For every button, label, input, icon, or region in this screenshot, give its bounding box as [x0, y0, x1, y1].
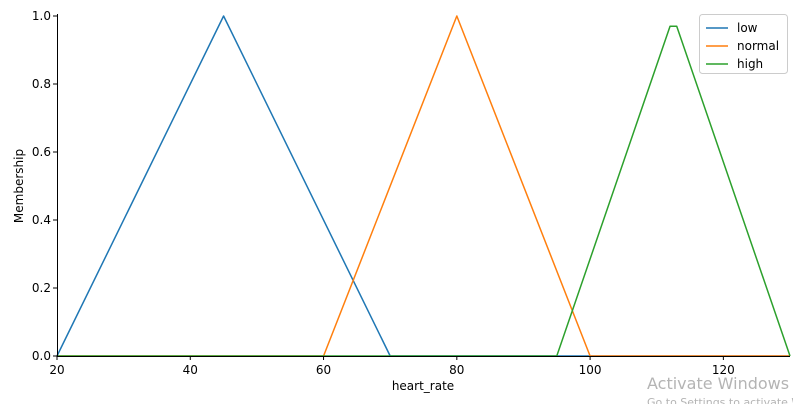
x-tick-label: 80 [449, 363, 464, 377]
legend-items: low normal high [706, 21, 779, 71]
ticks-layer: 20 40 60 80 100 120 0.0 0.2 0.4 0.6 0.8 1.0 [32, 9, 735, 377]
y-tick-label: 0.4 [32, 213, 51, 227]
series-layer [56, 15, 791, 357]
series-line-high [57, 25, 791, 357]
series-line-low [56, 15, 790, 357]
legend: low normal high [699, 14, 788, 74]
x-tick-label: 60 [316, 363, 331, 377]
y-tick-label: 0.8 [32, 77, 51, 91]
legend-label-low: low [737, 21, 758, 35]
series-line-normal [57, 15, 790, 357]
axes-layer [57, 14, 790, 357]
legend-frame [699, 14, 788, 74]
y-tick-label: 0.2 [32, 281, 51, 295]
y-tick-label: 0.6 [32, 145, 51, 159]
legend-label-normal: normal [737, 39, 779, 53]
x-axis-title: heart_rate [392, 379, 454, 393]
watermark-title: Activate Windows [647, 374, 790, 393]
watermark-subtitle: Go to Settings to activate Windows. [647, 396, 793, 404]
x-tick-label: 120 [712, 363, 735, 377]
y-tick-label: 0.0 [32, 349, 51, 363]
y-axis-title: Membership [12, 149, 26, 223]
x-tick-label: 20 [49, 363, 64, 377]
legend-label-high: high [737, 57, 763, 71]
x-tick-label: 100 [579, 363, 602, 377]
x-tick-label: 40 [183, 363, 198, 377]
y-tick-label: 1.0 [32, 9, 51, 23]
